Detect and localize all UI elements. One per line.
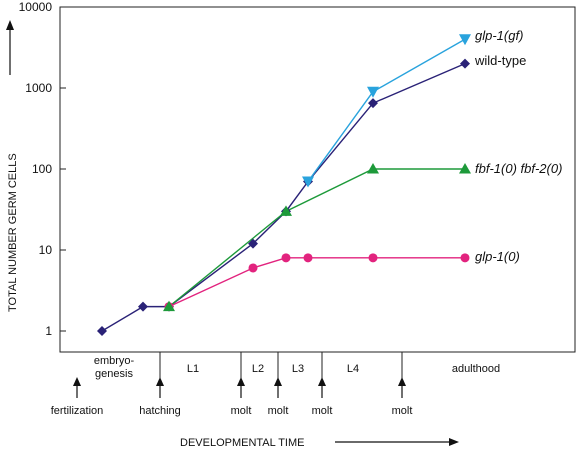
series-line: [168, 257, 465, 308]
event-label: hatching: [139, 405, 181, 417]
data-point: [138, 301, 148, 312]
series-labels: glp-1(gf) wild-type fbf-1(0) fbf-2(0) glp-1…: [474, 28, 562, 264]
x-axis-title-group: DEVELOPMENTAL TIME: [180, 437, 459, 449]
series-label: glp-1(gf): [475, 28, 523, 43]
event-arrow-head: [318, 377, 326, 386]
stage-label: L4: [347, 363, 359, 375]
data-point: [281, 253, 291, 263]
data-point: [459, 34, 471, 46]
data-point: [460, 58, 470, 69]
event-markers: fertilization hatching molt molt molt molt: [51, 377, 413, 417]
data-point: [97, 326, 107, 336]
data-point: [460, 253, 470, 263]
y-tick-label: 100: [32, 162, 52, 176]
x-axis-title: DEVELOPMENTAL TIME: [180, 437, 305, 449]
y-axis-arrow-head: [6, 20, 14, 30]
data-point: [367, 163, 379, 174]
data-point: [368, 253, 378, 263]
event-label: molt: [312, 405, 333, 417]
data-point: [459, 163, 471, 174]
y-tick-label: 10000: [19, 0, 53, 14]
event-label: molt: [392, 405, 413, 417]
series-label: wild-type: [474, 53, 526, 68]
event-label: fertilization: [51, 405, 104, 417]
data-point: [302, 176, 314, 188]
event-arrow-head: [156, 377, 164, 386]
series-line: [168, 168, 465, 308]
event-arrow-head: [398, 377, 406, 386]
series-label: glp-1(0): [475, 249, 520, 264]
stage-label: L2: [252, 363, 264, 375]
series-line: [101, 62, 466, 332]
stage-band: embryo-genesis L1 L2 L3 L4 adulthood: [94, 352, 500, 384]
data-point: [248, 238, 258, 249]
data-point: [280, 205, 292, 216]
data-point: [303, 253, 313, 263]
y-tick-label: 1: [45, 324, 52, 338]
x-axis-arrow-head: [449, 438, 459, 446]
y-ticks: 1 10 100 1000 10000: [19, 0, 66, 338]
stage-label: L3: [292, 363, 304, 375]
series-line: [307, 38, 466, 182]
series-markers: [97, 34, 471, 336]
event-arrow-head: [237, 377, 245, 386]
stage-label: L1: [187, 363, 199, 375]
event-arrow-head: [274, 377, 282, 386]
data-point: [248, 263, 258, 273]
event-label: molt: [268, 405, 289, 417]
stage-label: adulthood: [452, 363, 500, 375]
event-arrow-head: [73, 377, 81, 386]
event-label: molt: [231, 405, 252, 417]
y-tick-label: 1000: [25, 81, 52, 95]
y-axis-title: TOTAL NUMBER GERM CELLS: [7, 153, 19, 312]
series-label: fbf-1(0) fbf-2(0): [475, 161, 562, 176]
y-axis-title-group: TOTAL NUMBER GERM CELLS: [6, 20, 19, 312]
series-lines: [101, 38, 466, 332]
data-point: [367, 86, 379, 98]
y-tick-label: 10: [39, 243, 53, 257]
data-point: [163, 300, 175, 312]
stage-label: embryo-genesis: [94, 355, 135, 380]
data-point: [368, 98, 378, 109]
